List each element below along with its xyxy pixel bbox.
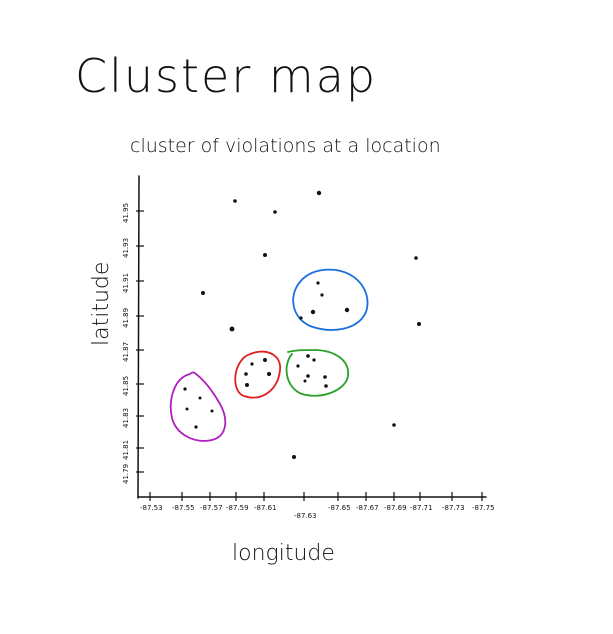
data-point (233, 199, 237, 203)
data-point (316, 190, 322, 196)
y-axis-title: latitude (89, 262, 114, 346)
x-tick-label: -87.61 (254, 504, 277, 512)
cluster-outline-red (234, 350, 281, 399)
data-point (263, 253, 267, 257)
data-point (324, 384, 328, 388)
data-point (267, 372, 271, 376)
x-axis-title: longitude (232, 541, 335, 566)
data-point (306, 374, 310, 378)
y-tick-label: 41.87 (122, 342, 130, 362)
page-title: Cluster map (75, 49, 377, 103)
axes (137, 175, 487, 499)
y-tick-label: 41.81 (122, 440, 130, 460)
data-point (194, 425, 198, 429)
y-tick-label: 41.91 (122, 273, 130, 293)
data-point (310, 309, 316, 315)
data-point (250, 362, 254, 366)
data-point (303, 379, 307, 383)
x-tick-label: -87.73 (442, 504, 465, 512)
data-point (312, 358, 316, 362)
data-point (198, 396, 202, 400)
x-tick-label: -87.55 (172, 504, 195, 512)
x-tick-label: -87.71 (410, 504, 433, 512)
x-tick-label: -87.59 (226, 504, 249, 512)
data-point (299, 316, 303, 320)
y-tick-label: 41.85 (122, 376, 130, 396)
diagram-subtitle: cluster of violations at a location (130, 135, 441, 157)
data-point (323, 375, 327, 379)
data-points (183, 190, 421, 459)
data-point (263, 358, 267, 362)
data-point (344, 307, 350, 313)
data-point (273, 210, 277, 214)
x-tick-label: -87.67 (356, 504, 379, 512)
data-point (229, 326, 235, 332)
data-point (210, 409, 214, 413)
data-point (201, 291, 205, 295)
data-point (185, 407, 189, 411)
cluster-outline-blue (292, 268, 369, 331)
data-point (296, 364, 300, 368)
x-ticks: -87.53 -87.55 -87.57 -87.59 -87.61 -87.63 -87.… (140, 492, 495, 520)
cluster-outline-green (285, 349, 349, 397)
y-tick-label: 41.93 (122, 238, 130, 258)
y-tick-label: 41.79 (122, 464, 130, 484)
y-tick-label: 41.89 (122, 308, 130, 328)
cluster-outline-purple (169, 371, 227, 442)
y-tick-label: 41.83 (122, 408, 130, 428)
data-point (183, 387, 187, 391)
y-ticks: 41.79 41.81 41.83 41.85 41.87 41.89 41.91 41.93… (122, 203, 144, 484)
x-tick-label: -87.63 (294, 512, 317, 520)
x-tick-label: -87.53 (140, 504, 163, 512)
x-tick-label: -87.75 (472, 504, 495, 512)
data-point (392, 423, 396, 427)
data-point (244, 372, 248, 376)
data-point (414, 256, 418, 260)
data-point (292, 455, 296, 459)
data-point (306, 354, 310, 358)
y-tick-label: 41.95 (122, 203, 130, 223)
x-tick-label: -87.69 (384, 504, 407, 512)
data-point (320, 293, 324, 297)
x-tick-label: -87.65 (328, 504, 351, 512)
data-point (316, 281, 320, 285)
data-point (417, 322, 421, 326)
data-point (245, 383, 249, 387)
y-axis-line (137, 175, 140, 499)
x-tick-label: -87.57 (200, 504, 223, 512)
